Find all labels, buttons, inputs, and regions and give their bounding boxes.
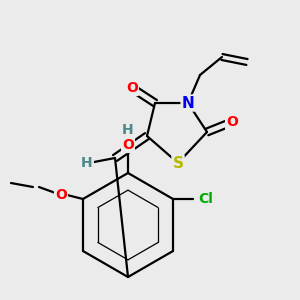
Text: O: O bbox=[126, 81, 138, 95]
Text: O: O bbox=[122, 138, 134, 152]
Text: Cl: Cl bbox=[199, 192, 214, 206]
Text: O: O bbox=[226, 115, 238, 129]
Text: O: O bbox=[55, 188, 67, 202]
Text: S: S bbox=[172, 155, 184, 170]
Text: N: N bbox=[182, 95, 194, 110]
Text: H: H bbox=[81, 156, 93, 170]
Text: H: H bbox=[122, 123, 134, 137]
